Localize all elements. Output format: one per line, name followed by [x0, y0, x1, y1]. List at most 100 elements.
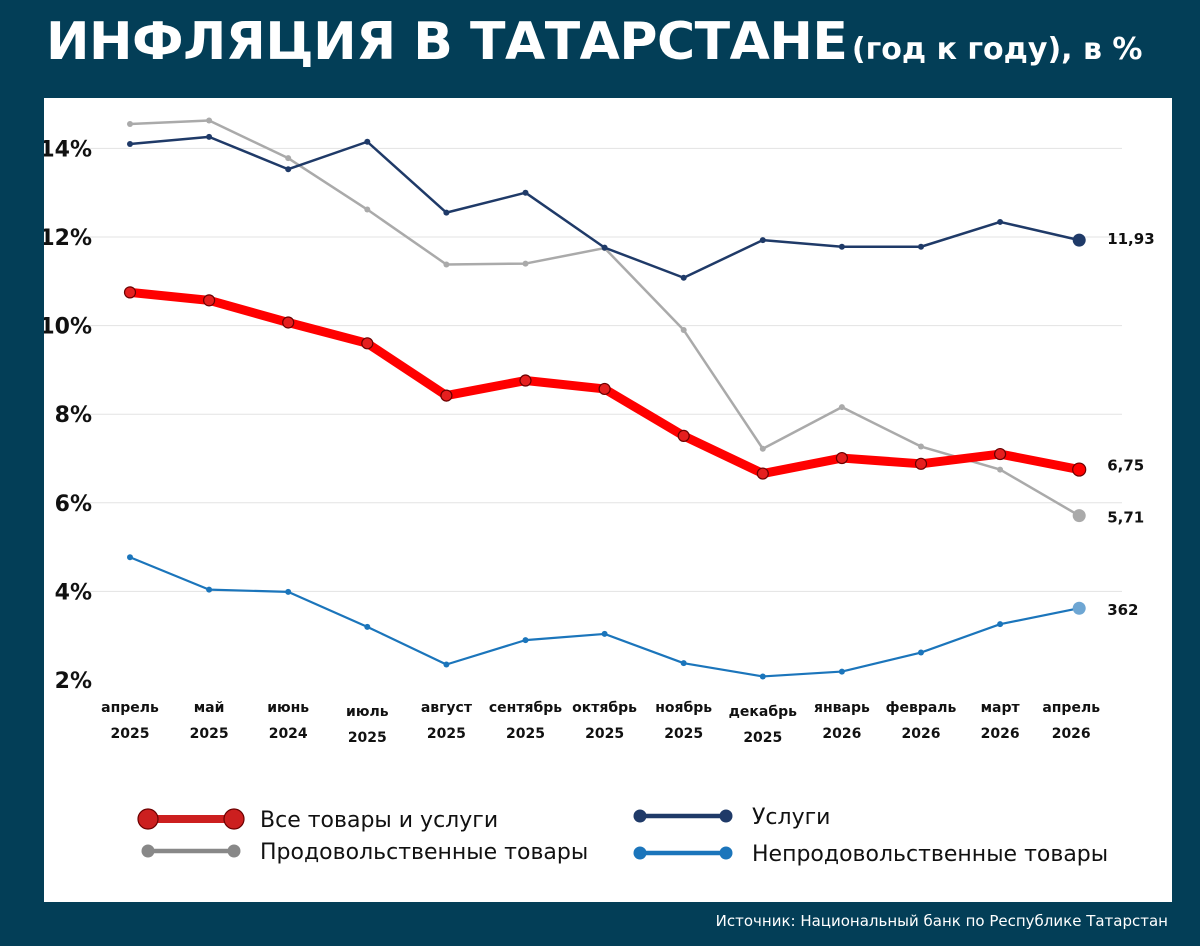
- data-point: [838, 243, 845, 250]
- data-point: [677, 429, 690, 443]
- title-subtitle: (год к году), в %: [851, 32, 1143, 67]
- legend-label: Все товары и услуги: [260, 808, 498, 833]
- x-tick-label: июнь 2024: [267, 700, 309, 742]
- x-tick-label: декабрь 2025: [729, 704, 798, 746]
- data-point: [1072, 233, 1086, 247]
- series-3: 6,75: [123, 286, 1144, 480]
- grid-lines: [84, 147, 1122, 592]
- x-tick-label: апрель 2025: [101, 700, 159, 742]
- legend: Продовольственные товары Услуги Непродовол…: [137, 805, 1108, 867]
- x-tick-label: август 2025: [421, 700, 473, 742]
- data-point: [203, 294, 216, 307]
- x-axis: апрель 2025 май 2025 июнь 2024 июль 2025 август 2…: [101, 700, 1100, 746]
- data-point: [440, 389, 453, 402]
- data-point: [1072, 462, 1087, 477]
- data-point: [285, 155, 292, 162]
- data-point: [206, 117, 213, 124]
- data-point: [997, 621, 1004, 628]
- series-2: 362: [127, 554, 1139, 680]
- data-point: [997, 218, 1004, 225]
- data-point: [364, 206, 371, 213]
- data-point: [285, 588, 292, 595]
- data-point: [443, 261, 450, 268]
- legend-swatch-dot: [633, 846, 647, 860]
- data-point: [361, 337, 374, 350]
- series-line: [128, 556, 1081, 678]
- data-point: [680, 327, 687, 334]
- legend-label: Продовольственные товары: [260, 840, 588, 865]
- legend-item: Все товары и услуги: [137, 808, 498, 833]
- legend-label: Услуги: [752, 805, 830, 830]
- legend-item: Услуги: [633, 805, 830, 830]
- chart-panel: 2% 4% 6% 8% 10% 12% 14% апрель 2025 май 2025 июнь 20…: [44, 98, 1172, 902]
- end-value-label: 11,93: [1107, 230, 1154, 248]
- y-tick-label: 4%: [55, 580, 92, 605]
- data-point: [914, 457, 928, 470]
- data-point: [1072, 509, 1086, 523]
- data-point: [759, 673, 766, 680]
- x-tick-label: март 2026: [981, 700, 1021, 742]
- legend-swatch-dot: [719, 809, 733, 823]
- legend-swatch-dot: [223, 808, 245, 830]
- x-tick-label: ноябрь 2025: [655, 700, 712, 742]
- series-line: [128, 135, 1081, 280]
- x-tick-label: апрель 2026: [1042, 700, 1100, 742]
- data-point: [759, 445, 766, 452]
- data-point: [1072, 601, 1086, 615]
- source-note: Источник: Национальный банк по Республик…: [715, 912, 1168, 930]
- data-point: [443, 209, 450, 216]
- legend-item: Непродовольственные товары: [633, 842, 1108, 867]
- y-axis: 2% 4% 6% 8% 10% 12% 14%: [44, 137, 92, 694]
- data-point: [759, 237, 766, 244]
- x-tick-label: май 2025: [190, 700, 229, 742]
- data-point: [756, 467, 769, 480]
- data-point: [127, 140, 133, 147]
- end-value-label: 362: [1107, 601, 1138, 619]
- data-point: [206, 133, 213, 140]
- data-point: [522, 260, 529, 267]
- data-point: [364, 623, 371, 630]
- y-tick-label: 2%: [55, 669, 92, 694]
- data-point: [993, 447, 1007, 461]
- data-point: [918, 649, 924, 656]
- end-value-label: 5,71: [1107, 509, 1144, 527]
- y-tick-label: 12%: [44, 226, 92, 251]
- legend-item: Продовольственные товары: [141, 840, 588, 865]
- legend-swatch-dot: [137, 808, 159, 830]
- y-tick-label: 8%: [55, 403, 92, 428]
- data-point: [918, 443, 924, 450]
- x-tick-label: июль 2025: [346, 704, 389, 746]
- legend-swatch-dot: [227, 844, 241, 858]
- data-point: [838, 668, 845, 675]
- data-point: [680, 274, 687, 281]
- data-point: [127, 121, 133, 128]
- y-tick-label: 6%: [55, 492, 92, 517]
- data-point: [680, 660, 687, 667]
- legend-swatch-dot: [633, 809, 647, 823]
- y-tick-label: 10%: [44, 315, 92, 340]
- data-point: [364, 138, 371, 145]
- legend-swatch-dot: [141, 844, 155, 858]
- legend-label: Непродовольственные товары: [752, 842, 1108, 867]
- data-point: [123, 286, 137, 299]
- x-tick-label: февраль 2026: [886, 700, 957, 742]
- data-point: [522, 189, 529, 196]
- y-tick-label: 14%: [44, 137, 92, 162]
- data-point: [443, 661, 450, 668]
- data-point: [601, 244, 608, 251]
- data-point: [918, 243, 924, 250]
- x-tick-label: октябрь 2025: [572, 700, 637, 742]
- x-tick-label: январь 2026: [814, 700, 870, 742]
- data-point: [601, 630, 608, 637]
- data-point: [997, 466, 1004, 473]
- title-main: ИНФЛЯЦИЯ В ТАТАРСТАНЕ: [46, 12, 848, 72]
- chart-title: ИНФЛЯЦИЯ В ТАТАРСТАНЕ (год к году), в %: [46, 12, 1143, 72]
- data-point: [598, 382, 611, 396]
- line-chart: 2% 4% 6% 8% 10% 12% 14% апрель 2025 май 2025 июнь 20…: [44, 117, 1155, 867]
- data-point: [838, 404, 845, 411]
- end-value-label: 6,75: [1107, 457, 1144, 475]
- series-1: 11,93: [127, 133, 1155, 281]
- data-point: [835, 451, 849, 465]
- data-point: [282, 316, 295, 329]
- data-point: [206, 586, 213, 593]
